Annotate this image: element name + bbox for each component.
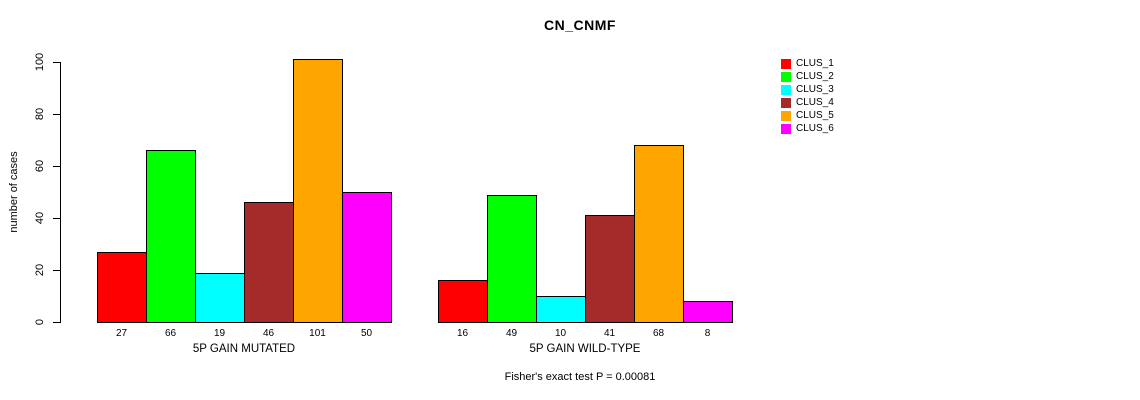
y-axis-line: [60, 62, 61, 323]
y-axis-label: number of cases: [8, 151, 20, 233]
bar-clus_1-group2: [438, 280, 488, 323]
legend-swatch-icon: [781, 58, 791, 69]
bar-value-label: 101: [309, 328, 326, 339]
y-tick-label: 40: [34, 211, 46, 225]
bar-clus_2-group1: [146, 150, 196, 323]
bar-clus_2-group2: [487, 195, 537, 323]
bar-clus_4-group2: [585, 215, 635, 323]
bar-value-label: 50: [360, 328, 373, 339]
y-tick-label: 60: [34, 159, 46, 173]
annotation-text: Fisher's exact test P = 0.00081: [504, 371, 656, 383]
legend-swatch-icon: [781, 110, 791, 121]
y-tick-mark: [53, 166, 60, 167]
bar-clus_1-group1: [97, 252, 147, 323]
y-tick-mark: [53, 218, 60, 219]
bar-value-label: 41: [603, 328, 616, 339]
y-tick-mark: [53, 322, 60, 323]
x-group-label: 5P GAIN MUTATED: [192, 343, 296, 355]
legend-swatch-icon: [781, 123, 791, 134]
y-tick-label: 80: [34, 107, 46, 121]
bar-clus_6-group1: [342, 192, 392, 323]
x-group-label: 5P GAIN WILD-TYPE: [529, 343, 641, 355]
legend-swatch-icon: [781, 84, 791, 95]
bar-value-label: 46: [262, 328, 275, 339]
bar-value-label: 16: [456, 328, 469, 339]
legend-label: CLUS_3: [796, 84, 834, 95]
y-tick-label: 0: [34, 318, 46, 326]
bar-value-label: 49: [505, 328, 518, 339]
legend: CLUS_1 CLUS_2 CLUS_3 CLUS_4 CLUS_5 CLUS_6: [781, 57, 834, 135]
legend-label: CLUS_5: [796, 110, 834, 121]
bar-clus_3-group2: [536, 296, 586, 323]
bar-clus_4-group1: [244, 202, 294, 323]
bar-value-label: 68: [652, 328, 665, 339]
y-tick-mark: [53, 270, 60, 271]
y-tick-mark: [53, 114, 60, 115]
y-tick-label: 20: [34, 263, 46, 277]
legend-item-clus_6: CLUS_6: [781, 122, 834, 135]
legend-item-clus_1: CLUS_1: [781, 57, 834, 70]
y-tick-mark: [53, 62, 60, 63]
bar-clus_5-group1: [293, 59, 343, 323]
bar-value-label: 8: [704, 328, 711, 339]
bar-value-label: 27: [115, 328, 128, 339]
legend-item-clus_5: CLUS_5: [781, 109, 834, 122]
bar-clus_5-group2: [634, 145, 684, 323]
bar-value-label: 19: [213, 328, 226, 339]
bar-value-label: 66: [164, 328, 177, 339]
legend-label: CLUS_4: [796, 97, 834, 108]
legend-swatch-icon: [781, 71, 791, 82]
legend-label: CLUS_2: [796, 71, 834, 82]
bar-clus_6-group2: [683, 301, 733, 323]
bar-value-label: 10: [554, 328, 567, 339]
legend-label: CLUS_6: [796, 123, 834, 134]
bar-clus_3-group1: [195, 273, 245, 323]
y-tick-label: 100: [34, 52, 46, 72]
legend-label: CLUS_1: [796, 58, 834, 69]
legend-item-clus_4: CLUS_4: [781, 96, 834, 109]
legend-item-clus_3: CLUS_3: [781, 83, 834, 96]
legend-item-clus_2: CLUS_2: [781, 70, 834, 83]
chart-title: CN_CNMF: [544, 17, 616, 33]
legend-swatch-icon: [781, 97, 791, 108]
